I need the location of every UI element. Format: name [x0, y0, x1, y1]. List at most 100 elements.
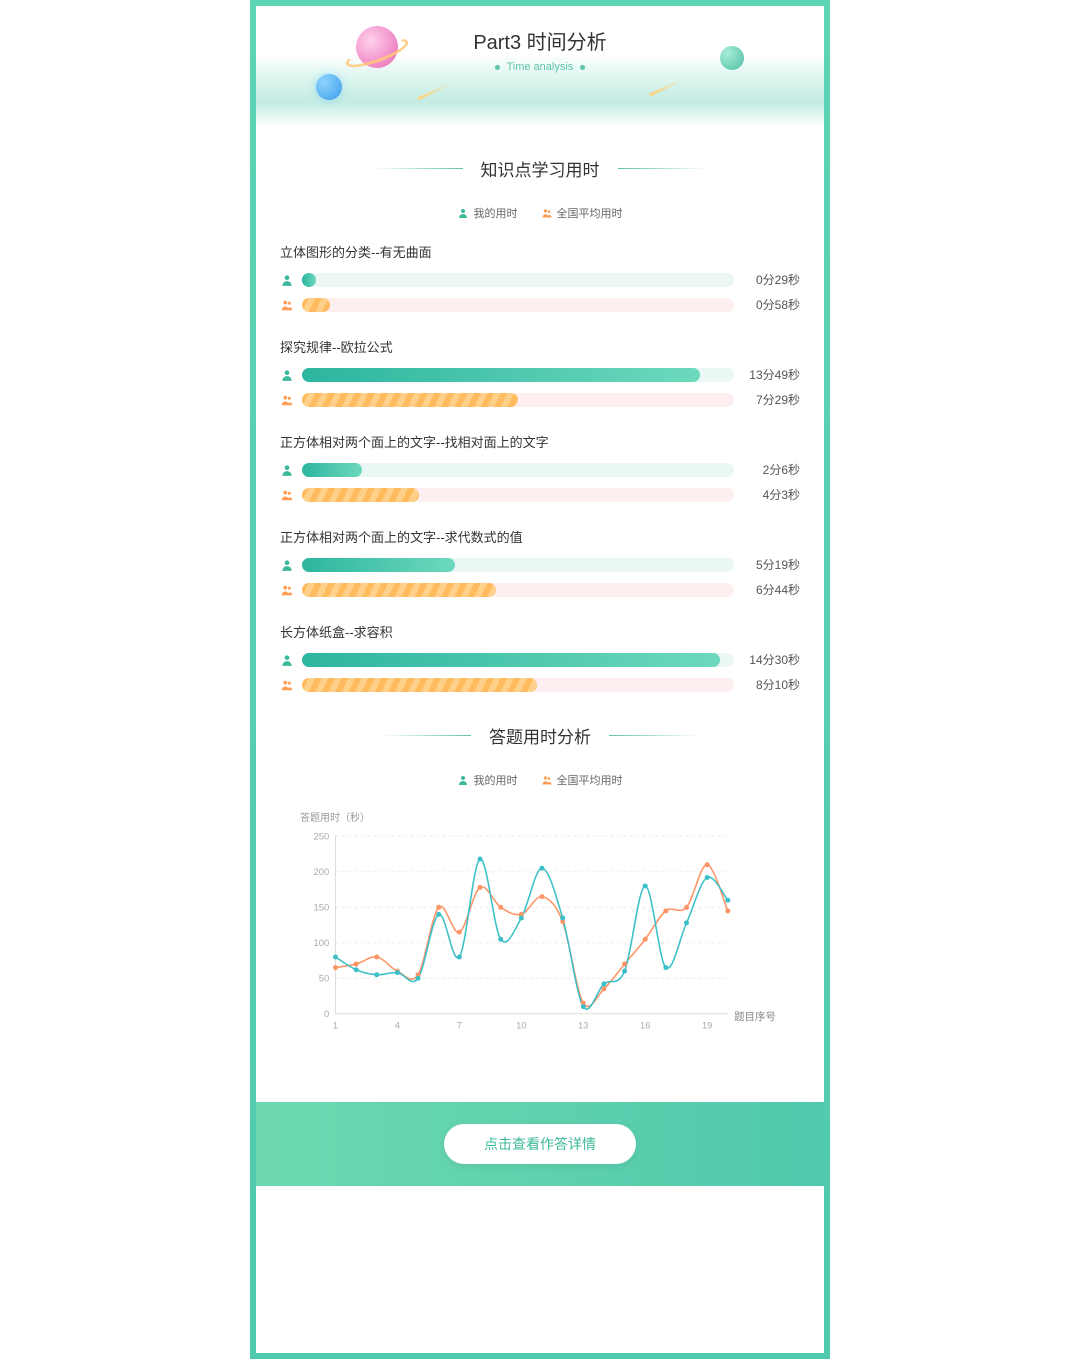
- person-icon: [280, 273, 294, 287]
- my-series-line: [335, 859, 727, 1009]
- my-point: [725, 898, 730, 903]
- section2-title: 答题用时分析: [471, 723, 609, 748]
- avg-time-bar-row: 6分44秒: [280, 581, 800, 598]
- bar-track: [302, 558, 734, 572]
- svg-text:19: 19: [702, 1019, 712, 1030]
- avg-point: [684, 905, 689, 910]
- svg-text:10: 10: [516, 1019, 526, 1030]
- bar-track: [302, 298, 734, 312]
- avg-series-line: [335, 865, 727, 1007]
- avg-point: [539, 894, 544, 899]
- bar-fill-avg: [302, 583, 496, 597]
- avg-point: [725, 908, 730, 913]
- avg-point: [478, 885, 483, 890]
- avg-point: [622, 962, 627, 967]
- avg-point: [705, 862, 710, 867]
- bar-track: [302, 583, 734, 597]
- svg-text:200: 200: [314, 866, 330, 877]
- people-icon: [280, 678, 294, 692]
- my-point: [705, 875, 710, 880]
- my-time-value: 5分19秒: [742, 556, 800, 573]
- topic-block: 立体图形的分类--有无曲面0分29秒0分58秒: [256, 242, 824, 313]
- bar-fill-avg: [302, 488, 419, 502]
- svg-text:4: 4: [395, 1019, 400, 1030]
- section2-legend: 我的用时 全国平均用时: [256, 772, 824, 789]
- avg-point: [498, 905, 503, 910]
- svg-text:题目序号: 题目序号: [734, 1010, 776, 1023]
- topic-block: 长方体纸盒--求容积14分30秒8分10秒: [256, 622, 824, 693]
- bar-fill-my: [302, 368, 700, 382]
- my-time-bar-row: 5分19秒: [280, 556, 800, 573]
- my-time-bar-row: 13分49秒: [280, 366, 800, 383]
- svg-text:150: 150: [314, 901, 330, 912]
- my-point: [622, 969, 627, 974]
- bar-track: [302, 678, 734, 692]
- my-point: [643, 884, 648, 889]
- person-icon: [280, 558, 294, 572]
- legend-my-label: 我的用时: [473, 772, 517, 788]
- legend-avg-label: 全国平均用时: [557, 205, 623, 221]
- avg-time-bar-row: 7分29秒: [280, 391, 800, 408]
- avg-point: [457, 930, 462, 935]
- avg-time-value: 8分10秒: [742, 676, 800, 693]
- topic-title: 探究规律--欧拉公式: [280, 337, 800, 356]
- avg-point: [354, 962, 359, 967]
- legend-my: 我的用时: [457, 205, 517, 221]
- svg-text:1: 1: [333, 1019, 338, 1030]
- my-point: [519, 915, 524, 920]
- svg-text:16: 16: [640, 1019, 650, 1030]
- svg-text:0: 0: [324, 1008, 329, 1019]
- footer-band: 点击查看作答详情: [256, 1102, 824, 1186]
- my-point: [498, 937, 503, 942]
- avg-time-value: 4分3秒: [742, 486, 800, 503]
- bar-track: [302, 393, 734, 407]
- my-time-bar-row: 0分29秒: [280, 271, 800, 288]
- my-time-value: 2分6秒: [742, 461, 800, 478]
- report-frame: Part3 时间分析 Time analysis 知识点学习用时 我的用时 全国…: [250, 0, 830, 1359]
- people-icon: [541, 207, 553, 219]
- section2-heading: 答题用时分析: [256, 723, 824, 748]
- people-icon: [280, 488, 294, 502]
- people-icon: [541, 774, 553, 786]
- dot-icon: [495, 65, 500, 70]
- legend-avg-label: 全国平均用时: [557, 772, 623, 788]
- person-icon: [280, 368, 294, 382]
- topic-block: 探究规律--欧拉公式 13分49秒 7分29秒: [256, 337, 824, 408]
- avg-point: [436, 905, 441, 910]
- bar-track: [302, 488, 734, 502]
- my-time-value: 13分49秒: [742, 366, 800, 383]
- person-icon: [457, 774, 469, 786]
- people-icon: [280, 298, 294, 312]
- my-point: [333, 954, 338, 959]
- my-point: [374, 972, 379, 977]
- avg-time-value: 6分44秒: [742, 581, 800, 598]
- line-chart-svg: 05010015020025014710131619题目序号: [300, 828, 780, 1037]
- comet-icon: [649, 79, 683, 97]
- report-content: Part3 时间分析 Time analysis 知识点学习用时 我的用时 全国…: [256, 6, 824, 1186]
- bar-track: [302, 273, 734, 287]
- subtitle-text: Time analysis: [506, 61, 573, 73]
- bar-track: [302, 368, 734, 382]
- svg-text:7: 7: [457, 1019, 462, 1030]
- avg-point: [333, 965, 338, 970]
- avg-time-bar-row: 4分3秒: [280, 486, 800, 503]
- view-details-button[interactable]: 点击查看作答详情: [444, 1124, 636, 1164]
- my-point: [539, 866, 544, 871]
- section1-title: 知识点学习用时: [463, 156, 618, 181]
- bar-fill-avg: [302, 393, 518, 407]
- people-icon: [280, 393, 294, 407]
- divider-line-icon: [609, 735, 699, 736]
- legend-avg: 全国平均用时: [541, 772, 623, 788]
- bar-fill-my: [302, 463, 362, 477]
- person-icon: [457, 207, 469, 219]
- bar-fill-my: [302, 273, 316, 287]
- avg-point: [601, 986, 606, 991]
- my-point: [684, 920, 689, 925]
- my-point: [478, 857, 483, 862]
- header-banner: Part3 时间分析 Time analysis: [256, 6, 824, 126]
- bar-fill-my: [302, 558, 455, 572]
- svg-text:100: 100: [314, 937, 330, 948]
- my-time-value: 0分29秒: [742, 271, 800, 288]
- bar-fill-my: [302, 653, 720, 667]
- topic-title: 立体图形的分类--有无曲面: [280, 242, 800, 261]
